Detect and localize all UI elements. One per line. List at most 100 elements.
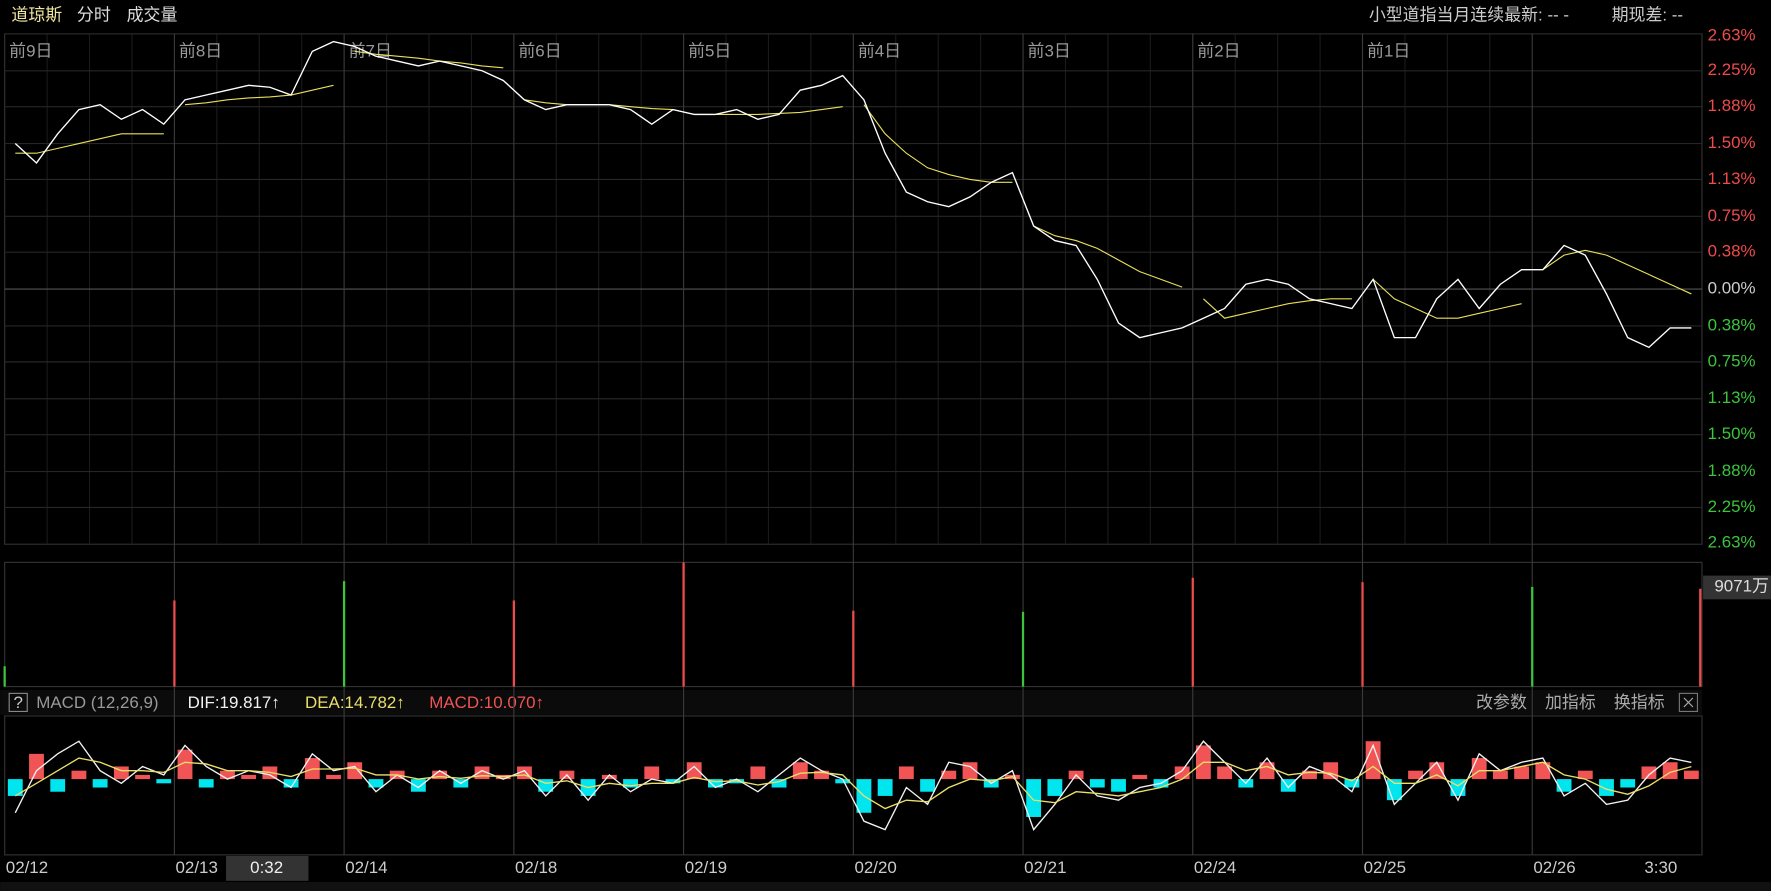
macd-bar bbox=[1471, 758, 1487, 780]
day-label: 前3日 bbox=[1028, 41, 1071, 60]
indicator-name: MACD (12,26,9) bbox=[36, 693, 158, 712]
cursor-time: 0:32 bbox=[250, 858, 283, 877]
dif-readout: DIF:19.817↑ bbox=[188, 693, 280, 712]
macd-bar bbox=[283, 779, 299, 788]
macd-bar bbox=[1026, 779, 1042, 817]
volume-bar bbox=[342, 581, 346, 687]
x-date-label: 02/20 bbox=[854, 858, 896, 877]
day-label: 前1日 bbox=[1367, 41, 1410, 60]
macd-bar bbox=[410, 779, 426, 792]
macd-bar bbox=[1302, 770, 1317, 780]
volume-bar bbox=[1699, 588, 1702, 687]
macd-bar bbox=[92, 779, 108, 788]
average-line bbox=[1542, 249, 1692, 295]
macd-bar bbox=[368, 779, 384, 788]
macd-bar bbox=[326, 774, 341, 780]
help-icon[interactable]: ? bbox=[14, 693, 23, 712]
volume-bar bbox=[1021, 611, 1025, 687]
y-tick-label: 2.25% bbox=[1708, 60, 1756, 79]
symbol-title[interactable]: 道琼斯 bbox=[11, 5, 62, 24]
macd-bar bbox=[1259, 762, 1275, 780]
macd-header bbox=[0, 689, 1702, 715]
y-tick-label: 0.38% bbox=[1708, 315, 1756, 334]
dif-line bbox=[14, 740, 1692, 831]
volume-bar bbox=[1531, 586, 1534, 687]
y-tick-label: 2.25% bbox=[1708, 497, 1756, 516]
x-date-label: 02/12 bbox=[6, 858, 48, 877]
macd-bar bbox=[920, 779, 935, 792]
macd-bar bbox=[198, 779, 214, 788]
y-tick-label: 1.88% bbox=[1708, 96, 1756, 115]
x-date-label: 02/21 bbox=[1024, 858, 1066, 877]
macd-bar bbox=[1641, 766, 1657, 780]
macd-bar bbox=[898, 766, 914, 780]
macd-bar bbox=[707, 779, 723, 788]
y-tick-label: 1.50% bbox=[1708, 133, 1756, 152]
x-date-label: 02/24 bbox=[1194, 858, 1236, 877]
macd-bar bbox=[1599, 779, 1614, 796]
macd-bar bbox=[1577, 770, 1593, 780]
y-tick-label: 1.50% bbox=[1708, 424, 1756, 443]
day-label: 前2日 bbox=[1197, 41, 1240, 60]
y-tick-label: 2.63% bbox=[1708, 533, 1756, 552]
button[interactable]: 加指标 bbox=[1545, 693, 1596, 712]
macd-bar bbox=[1047, 779, 1063, 796]
y-tick-label: 0.75% bbox=[1708, 206, 1756, 225]
tab[interactable]: 分时 bbox=[77, 5, 111, 24]
button[interactable]: 改参数 bbox=[1476, 693, 1527, 712]
macd-bar bbox=[962, 762, 978, 780]
cursor-box bbox=[226, 855, 309, 881]
macd-bar bbox=[50, 779, 66, 792]
macd-bar bbox=[750, 766, 766, 780]
contract-info: 小型道指当月连续最新: -- - bbox=[1369, 5, 1569, 24]
button[interactable]: 换指标 bbox=[1614, 693, 1665, 712]
macd-bar bbox=[1323, 762, 1339, 780]
dea-readout: DEA:14.782↑ bbox=[305, 693, 405, 712]
macd-bar bbox=[1535, 762, 1551, 780]
day-label: 前9日 bbox=[9, 41, 52, 60]
average-line bbox=[863, 104, 1013, 183]
x-date-label: 02/14 bbox=[345, 858, 387, 877]
day-label: 前7日 bbox=[349, 41, 392, 60]
macd-bar bbox=[1111, 779, 1126, 792]
y-tick-label: 0.38% bbox=[1708, 242, 1756, 261]
day-label: 前6日 bbox=[518, 41, 561, 60]
volume-bar bbox=[3, 666, 6, 687]
day-label: 前8日 bbox=[179, 41, 222, 60]
average-line bbox=[1372, 278, 1522, 319]
help-button[interactable] bbox=[8, 692, 28, 713]
volume-bar bbox=[852, 610, 855, 687]
close-icon[interactable] bbox=[1683, 697, 1694, 708]
macd-bar bbox=[1620, 779, 1636, 788]
y-tick-label: 1.13% bbox=[1708, 169, 1756, 188]
macd-bar bbox=[241, 774, 257, 780]
macd-bar bbox=[686, 762, 702, 780]
macd-bar bbox=[135, 774, 150, 780]
macd-bar bbox=[792, 762, 808, 780]
macd-bar bbox=[644, 766, 660, 780]
macd-bar bbox=[156, 779, 172, 784]
x-end-label: 3:30 bbox=[1644, 858, 1677, 877]
y-tick-label: 1.13% bbox=[1708, 388, 1756, 407]
volume-bar bbox=[1191, 577, 1194, 687]
macd-bar bbox=[941, 770, 957, 780]
macd-bar bbox=[1132, 774, 1148, 780]
macd-bar bbox=[432, 770, 448, 780]
close-button[interactable] bbox=[1678, 692, 1699, 713]
y-tick-label: 0.00% bbox=[1708, 279, 1756, 298]
y-tick-label: 1.88% bbox=[1708, 461, 1756, 480]
dea-line bbox=[14, 757, 1692, 810]
tab[interactable]: 成交量 bbox=[127, 5, 178, 24]
macd-bar bbox=[835, 779, 851, 784]
macd-bar bbox=[665, 779, 681, 784]
average-line bbox=[694, 106, 843, 115]
volume-bar bbox=[682, 562, 685, 687]
day-label: 前5日 bbox=[688, 41, 731, 60]
macd-bar bbox=[1174, 766, 1190, 780]
macd-bar bbox=[7, 779, 23, 796]
average-line bbox=[354, 50, 504, 69]
average-line bbox=[1033, 225, 1183, 288]
